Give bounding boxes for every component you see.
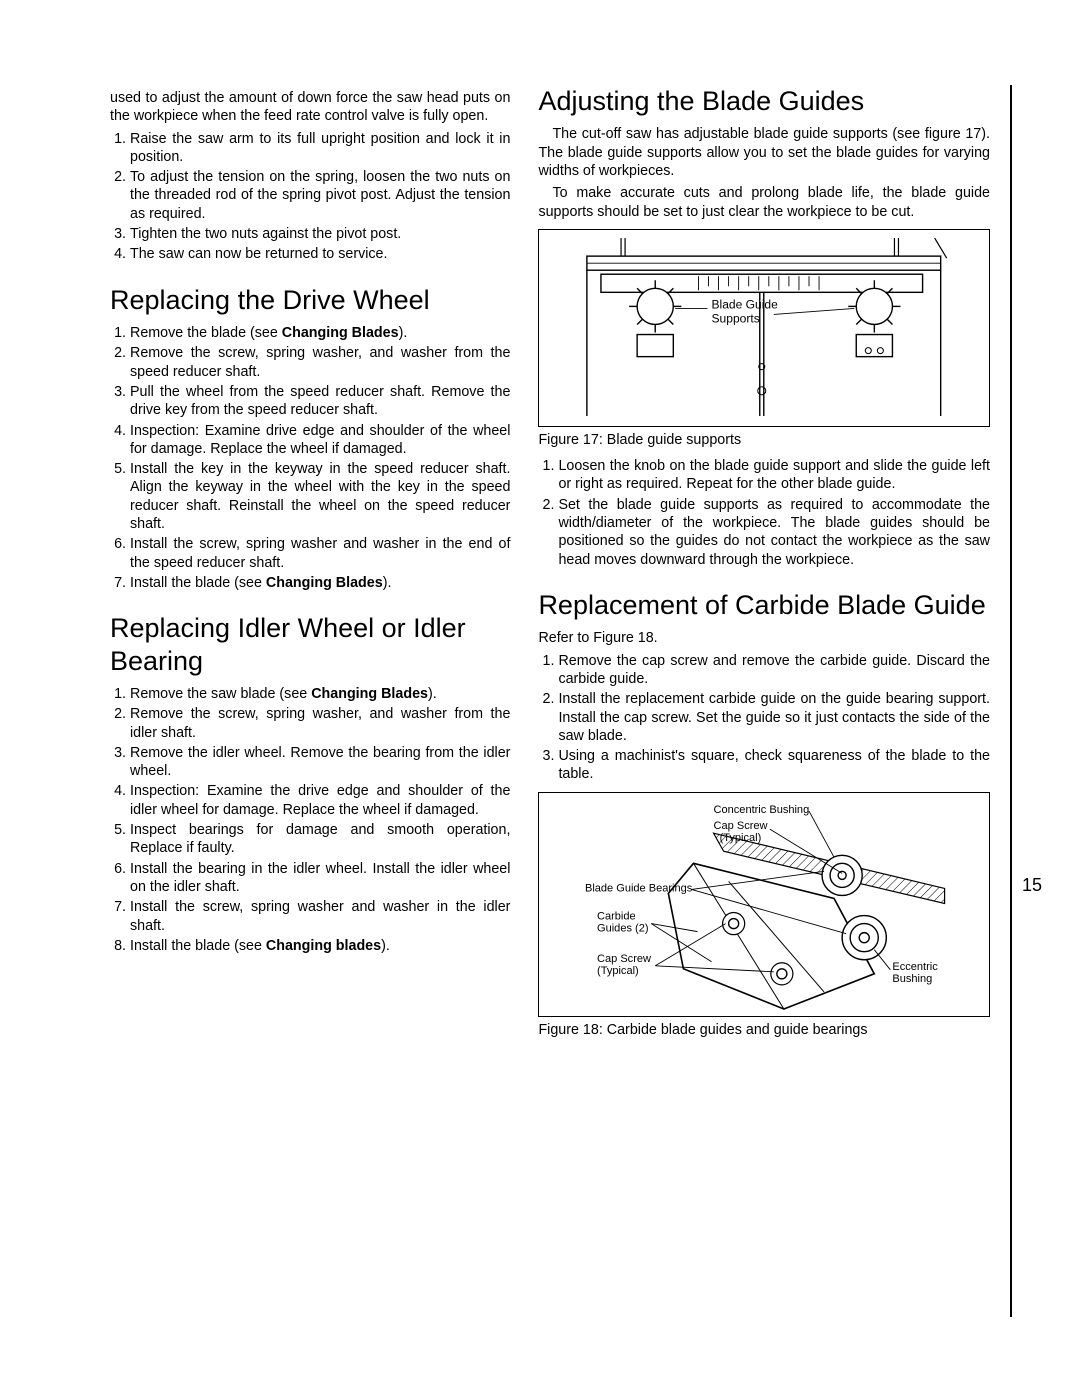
svg-text:(Typical): (Typical) xyxy=(597,965,639,977)
idler-step: Install the bearing in the idler wheel. … xyxy=(130,860,510,897)
idler-step: Remove the idler wheel. Remove the beari… xyxy=(130,744,510,781)
intro-step: The saw can now be returned to service. xyxy=(130,245,510,263)
svg-text:Bushing: Bushing xyxy=(893,973,933,985)
carbide-step: Using a machinist's square, check square… xyxy=(558,747,990,784)
figure-17-caption: Figure 17: Blade guide supports xyxy=(538,431,990,449)
intro-step: Tighten the two nuts against the pivot p… xyxy=(130,225,510,243)
adjust-p2: To make accurate cuts and prolong blade … xyxy=(538,184,990,221)
idler-step: Inspect bearings for damage and smooth o… xyxy=(130,821,510,858)
heading-carbide-guide: Replacement of Carbide Blade Guide xyxy=(538,589,990,621)
figure-17-svg: Blade Guide Supports xyxy=(539,230,989,426)
drive-step: Install the screw, spring washer and was… xyxy=(130,535,510,572)
svg-text:Guides (2): Guides (2) xyxy=(597,922,649,934)
drive-step: Remove the screw, spring washer, and was… xyxy=(130,344,510,381)
fig18-label-bearings: Blade Guide Bearings xyxy=(585,882,693,894)
column-divider xyxy=(1010,85,1012,1317)
figure-18: Concentric Bushing Cap Screw (Typical) B… xyxy=(538,792,990,1017)
fig18-label-carbide: Carbide xyxy=(597,910,636,922)
adjust-steps: Loosen the knob on the blade guide suppo… xyxy=(538,457,990,569)
adjust-p1: The cut-off saw has adjustable blade gui… xyxy=(538,125,990,180)
fig17-label: Blade Guide xyxy=(712,297,779,311)
fig18-label-concentric: Concentric Bushing xyxy=(714,804,810,816)
idler-step: Install the screw, spring washer and was… xyxy=(130,898,510,935)
heading-idler-wheel: Replacing Idler Wheel or Idler Bearing xyxy=(110,612,510,677)
refer-fig18: Refer to Figure 18. xyxy=(538,629,990,647)
heading-adjust-blade-guides: Adjusting the Blade Guides xyxy=(538,85,990,117)
intro-steps: Raise the saw arm to its full upright po… xyxy=(110,130,510,264)
drive-step: Inspection: Examine drive edge and shoul… xyxy=(130,422,510,459)
columns: used to adjust the amount of down force … xyxy=(110,85,990,1317)
adjust-step: Set the blade guide supports as required… xyxy=(558,496,990,569)
heading-drive-wheel: Replacing the Drive Wheel xyxy=(110,284,510,316)
drive-wheel-steps: Remove the blade (see Changing Blades). … xyxy=(110,324,510,592)
svg-text:Supports: Supports xyxy=(712,311,760,325)
svg-text:(Typical): (Typical) xyxy=(720,832,762,844)
fig18-label-capscrew-bot: Cap Screw xyxy=(597,952,651,964)
drive-step: Pull the wheel from the speed reducer sh… xyxy=(130,383,510,420)
intro-paragraph: used to adjust the amount of down force … xyxy=(110,89,510,126)
idler-step: Remove the screw, spring washer, and was… xyxy=(130,705,510,742)
fig18-label-eccentric: Eccentric xyxy=(893,961,939,973)
carbide-steps: Remove the cap screw and remove the carb… xyxy=(538,652,990,784)
figure-17: Blade Guide Supports xyxy=(538,229,990,427)
page: 15 used to adjust the amount of down for… xyxy=(0,0,1080,1397)
adjust-step: Loosen the knob on the blade guide suppo… xyxy=(558,457,990,494)
carbide-step: Install the replacement carbide guide on… xyxy=(558,690,990,745)
drive-step: Install the key in the keyway in the spe… xyxy=(130,460,510,533)
carbide-step: Remove the cap screw and remove the carb… xyxy=(558,652,990,689)
page-number: 15 xyxy=(1022,875,1042,896)
left-column: used to adjust the amount of down force … xyxy=(110,85,510,1317)
figure-18-caption: Figure 18: Carbide blade guides and guid… xyxy=(538,1021,990,1039)
drive-step: Install the blade (see Changing Blades). xyxy=(130,574,510,592)
idler-step: Remove the saw blade (see Changing Blade… xyxy=(130,685,510,703)
fig18-label-capscrew-top: Cap Screw xyxy=(714,820,768,832)
right-column: Adjusting the Blade Guides The cut-off s… xyxy=(538,85,990,1317)
idler-step: Install the blade (see Changing blades). xyxy=(130,937,510,955)
intro-step: To adjust the tension on the spring, loo… xyxy=(130,168,510,223)
figure-18-svg: Concentric Bushing Cap Screw (Typical) B… xyxy=(539,793,989,1016)
idler-step: Inspection: Examine the drive edge and s… xyxy=(130,782,510,819)
idler-steps: Remove the saw blade (see Changing Blade… xyxy=(110,685,510,955)
drive-step: Remove the blade (see Changing Blades). xyxy=(130,324,510,342)
intro-step: Raise the saw arm to its full upright po… xyxy=(130,130,510,167)
